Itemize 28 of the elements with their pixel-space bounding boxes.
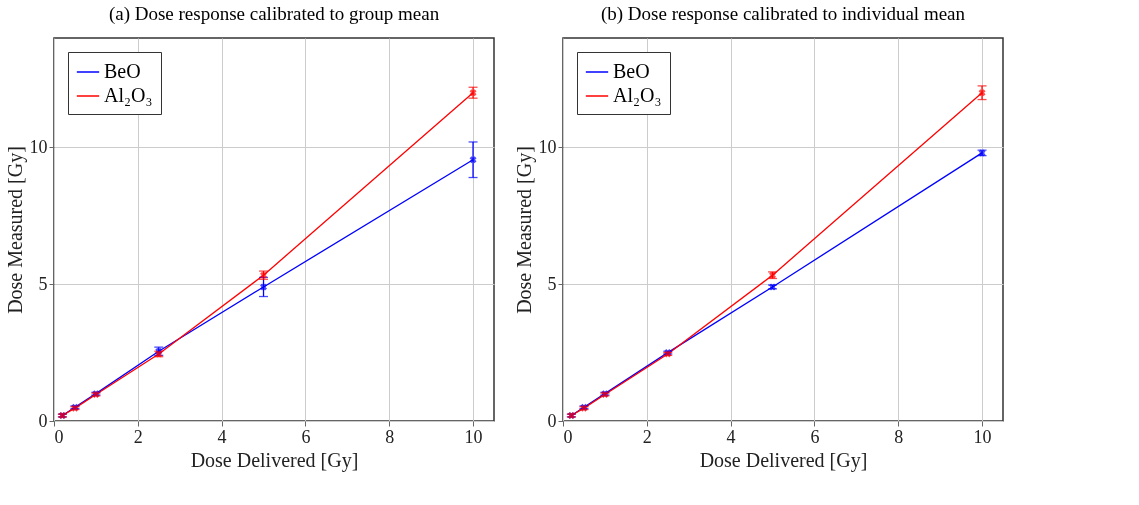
x-tick-label: 4: [217, 426, 227, 447]
legend-label: BeO: [613, 60, 650, 82]
x-tick-label: 2: [642, 426, 652, 447]
x-tick-label: 8: [894, 426, 904, 447]
x-axis-title: Dose Delivered [Gy]: [190, 448, 359, 472]
x-tick-label: 2: [133, 426, 143, 447]
chart-title: (a) Dose response calibrated to group mean: [108, 3, 440, 25]
x-tick-label: 8: [385, 426, 395, 447]
legend-label: Al₂O₃: [613, 84, 662, 106]
y-axis-title: Dose Measured [Gy]: [3, 146, 27, 314]
x-tick-label: 0: [563, 426, 573, 447]
y-axis-title: Dose Measured [Gy]: [512, 146, 536, 314]
y-tick-label: 0: [38, 410, 48, 431]
y-tick-label: 5: [38, 273, 48, 294]
legend-label: Al₂O₃: [104, 84, 153, 106]
y-tick-label: 10: [538, 136, 557, 157]
x-axis-title: Dose Delivered [Gy]: [699, 448, 868, 472]
chart-title: (b) Dose response calibrated to individual mean: [600, 3, 966, 25]
y-tick-label: 5: [547, 273, 557, 294]
x-tick-label: 6: [810, 426, 820, 447]
x-tick-label: 0: [54, 426, 64, 447]
y-tick-label: 10: [29, 136, 48, 157]
y-tick-label: 0: [547, 410, 557, 431]
x-tick-label: 10: [464, 426, 483, 447]
x-tick-label: 6: [301, 426, 311, 447]
x-tick-label: 4: [726, 426, 736, 447]
legend-label: BeO: [104, 60, 141, 82]
x-tick-label: 10: [973, 426, 992, 447]
